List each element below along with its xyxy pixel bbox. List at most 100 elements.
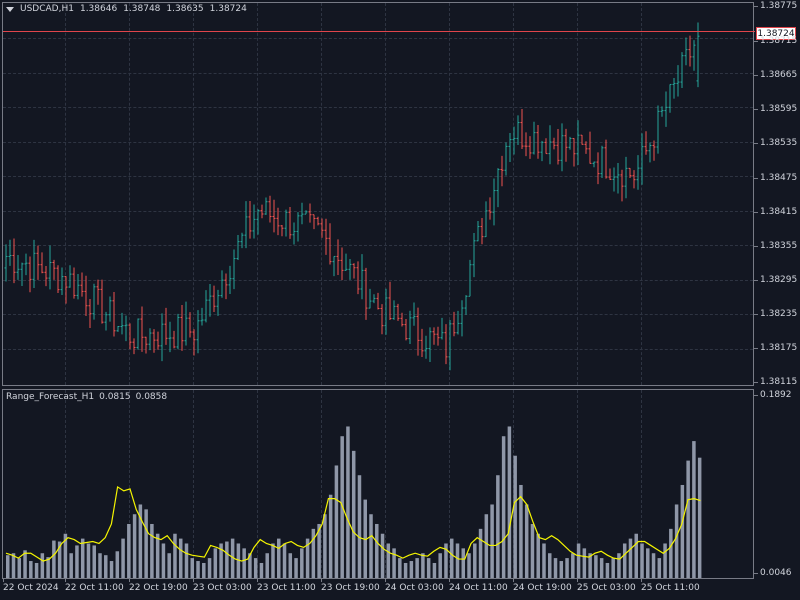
range-bar [524, 504, 529, 578]
ohlc-bar [416, 307, 420, 356]
ohlc-bar [452, 311, 456, 337]
ohlc-bar [436, 326, 440, 346]
range-bar [519, 484, 523, 578]
time-tick: 22 Oct 19:00 [129, 579, 188, 593]
ohlc-bar [36, 245, 40, 280]
range-bar [40, 553, 45, 578]
grid-line [257, 3, 258, 385]
range-bar [173, 533, 177, 578]
time-tick: 24 Oct 19:00 [513, 579, 572, 593]
indicator-value-2: 0.0858 [135, 392, 168, 402]
range-bar [617, 553, 621, 578]
high-value: 1.38748 [123, 4, 161, 14]
price-tick: 1.38665 [753, 70, 798, 80]
range-bar [178, 538, 183, 578]
range-bar [121, 538, 125, 578]
ohlc-bar [52, 259, 56, 280]
ohlc-bar [60, 267, 64, 296]
ohlc-bar [548, 125, 552, 165]
ohlc-bar [88, 298, 92, 328]
time-tick: 24 Oct 11:00 [449, 579, 508, 593]
ohlc-bar [664, 91, 668, 127]
ohlc-bar [580, 134, 584, 145]
range-bar [415, 558, 419, 578]
range-bar [565, 558, 569, 578]
range-bar [127, 523, 131, 578]
range-bar [692, 441, 696, 578]
range-bar [317, 523, 321, 578]
ohlc-bar [336, 239, 340, 275]
ohlc-bar [352, 263, 356, 279]
range-bar [542, 543, 546, 578]
ohlc-bar [296, 212, 300, 242]
ohlc-bar [368, 288, 372, 309]
range-bar [351, 450, 356, 578]
price-tick: 1.38235 [753, 309, 798, 319]
ohlc-bar [152, 329, 156, 353]
grid-line [129, 390, 130, 578]
ohlc-bar [104, 311, 108, 331]
price-chart-pane[interactable] [2, 2, 754, 386]
range-bar [686, 460, 690, 578]
ohlc-bar [460, 300, 464, 337]
range-bar [288, 553, 293, 578]
indicator-value-1: 0.0815 [99, 392, 131, 402]
range-bar [328, 494, 333, 578]
ohlc-bar [208, 283, 212, 317]
range-bar [311, 528, 316, 578]
ohlc-bar [576, 120, 580, 165]
ohlc-bar [612, 167, 616, 192]
range-bar [548, 553, 552, 578]
ohlc-bar [276, 207, 280, 236]
range-bar [277, 538, 281, 578]
range-bar [467, 553, 471, 578]
range-bar [484, 514, 489, 578]
indicator-pane[interactable] [2, 389, 754, 579]
ohlc-bar [520, 108, 524, 150]
open-value: 1.38646 [79, 4, 118, 14]
ohlc-bar [608, 168, 612, 180]
range-bar [478, 528, 483, 578]
ohlc-bar [192, 329, 196, 356]
grid-line [193, 390, 194, 578]
indicator-title: Range_Forecast_H1 0.0815 0.0858 [6, 392, 167, 402]
chart-menu-chevron-icon[interactable] [6, 6, 14, 12]
time-tick: 23 Oct 11:00 [257, 579, 316, 593]
price-axis[interactable]: 1.38775 1.38715 1.38665 1.38595 1.38535 … [753, 0, 800, 387]
range-bar [23, 550, 27, 578]
range-bar [57, 541, 62, 578]
price-tick: 1.38355 [753, 241, 798, 251]
range-bar [634, 533, 638, 578]
ohlc-bar [160, 313, 164, 362]
price-tick: 1.38475 [753, 173, 798, 183]
ohlc-bar [244, 201, 248, 249]
range-bar [392, 548, 396, 578]
ohlc-bar [116, 326, 120, 332]
ohlc-bar [212, 285, 216, 312]
ohlc-bar [404, 318, 408, 341]
range-bar [346, 426, 350, 578]
ohlc-bar [156, 331, 160, 350]
indicator-axis[interactable]: 0.1892 0.0046 [754, 386, 800, 580]
ohlc-bar [164, 307, 168, 345]
range-bar [530, 523, 535, 578]
ohlc-bar [304, 210, 308, 215]
ohlc-bar [560, 123, 564, 172]
range-bar [69, 553, 73, 578]
ohlc-bar [440, 317, 444, 340]
range-bar [271, 543, 275, 578]
grid-line [577, 390, 578, 578]
range-bar [138, 504, 143, 578]
range-bar [242, 548, 246, 578]
price-tick: 1.38715 [753, 36, 798, 46]
ohlc-bar [604, 139, 608, 179]
ohlc-bar [236, 235, 240, 261]
ohlc-bar [536, 124, 540, 159]
ohlc-bar [200, 307, 204, 326]
indicator-tick-bottom: 0.0046 [754, 568, 792, 578]
ohlc-bar [680, 52, 684, 88]
range-bar [115, 551, 120, 578]
ohlc-bar [56, 265, 60, 294]
ohlc-bar [692, 40, 696, 71]
price-tick: 1.38415 [753, 207, 798, 217]
